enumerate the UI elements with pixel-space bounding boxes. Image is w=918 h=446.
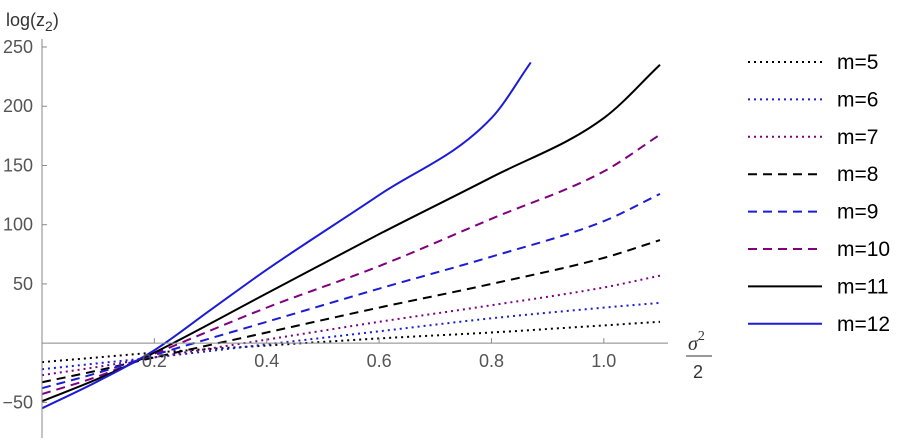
series-line-m-11 — [41, 64, 661, 403]
x-axis-label: σ2 2 — [686, 329, 712, 382]
series-line-m-12 — [41, 61, 532, 410]
series-line-m-10 — [41, 133, 661, 396]
legend: m=5 m=6 m=7 m=8 m=9 m=10 m=11 m=12 — [748, 51, 890, 336]
y-tick-label: 150 — [3, 155, 33, 175]
series-line-m-7 — [41, 274, 661, 377]
y-axis-label-close: ) — [53, 10, 59, 30]
series-layer — [41, 61, 661, 410]
legend-label: m=12 — [837, 313, 890, 336]
x-axis-label-symbol: σ — [688, 333, 699, 355]
svg-text:σ2: σ2 — [688, 329, 705, 355]
legend-label: m=7 — [837, 126, 878, 149]
x-axis-label-denominator: 2 — [693, 362, 703, 382]
legend-label: m=11 — [837, 275, 889, 298]
y-axis-label: log(z2) — [6, 10, 59, 34]
ticks-layer: 0.2 0.4 0.6 0.8 1.0 −50 50 100 150 200 250 — [2, 37, 616, 412]
axes-layer — [41, 39, 668, 438]
y-tick-label: −50 — [2, 392, 33, 412]
legend-label: m=9 — [837, 201, 878, 224]
x-tick-label: 0.8 — [479, 351, 504, 371]
series-line-m-5 — [41, 320, 661, 364]
y-tick-label: 250 — [3, 37, 33, 57]
series-line-m-9 — [41, 192, 661, 390]
x-tick-label: 0.4 — [254, 351, 279, 371]
y-tick-label: 100 — [3, 215, 33, 235]
x-tick-label: 1.0 — [591, 351, 616, 371]
y-tick-label: 50 — [13, 274, 33, 294]
legend-label: m=5 — [837, 51, 878, 74]
x-tick-label: 0.6 — [367, 351, 392, 371]
x-axis-label-superscript: 2 — [698, 329, 705, 344]
legend-label: m=8 — [837, 163, 878, 186]
legend-label: m=6 — [837, 88, 878, 111]
legend-label: m=10 — [837, 238, 890, 261]
y-tick-label: 200 — [3, 96, 33, 116]
x-tick-label: 0.2 — [142, 351, 167, 371]
y-axis-label-subscript: 2 — [45, 18, 53, 34]
